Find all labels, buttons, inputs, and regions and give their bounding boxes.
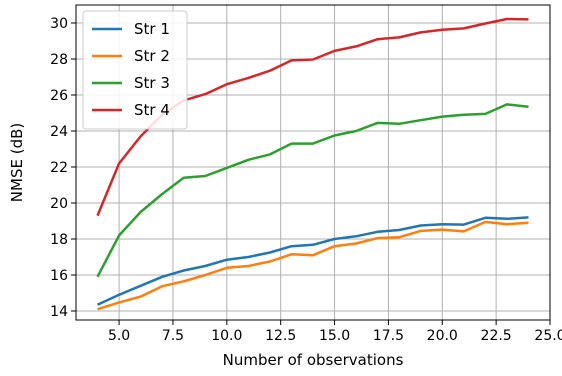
series-line-str-3 <box>96 103 529 278</box>
y-tick-label: 30 <box>50 16 68 32</box>
x-tick-label: 25.0 <box>534 328 562 344</box>
axis-ticks: 5.0 7.5 10.0 12.5 15.0 17.5 20.0 22.5 25.0 14 16 18… <box>50 16 562 344</box>
legend: Str 1 Str 2 Str 3 Str 4 <box>82 10 188 130</box>
legend-label-str-2: Str 2 <box>134 47 170 65</box>
x-tick-label: 20.0 <box>427 328 458 344</box>
y-tick-label: 18 <box>50 232 68 248</box>
plot-frame <box>75 4 551 321</box>
legend-label-str-1: Str 1 <box>134 20 170 38</box>
x-axis-label: Number of observations <box>223 351 404 369</box>
x-tick-label: 15.0 <box>319 328 350 344</box>
x-tick-label: 10.0 <box>211 328 242 344</box>
legend-box <box>82 10 188 130</box>
y-tick-label: 20 <box>50 196 68 212</box>
legend-label-str-4: Str 4 <box>134 101 170 119</box>
y-tick-label: 26 <box>50 88 68 104</box>
x-tick-label: 12.5 <box>265 328 296 344</box>
x-tick-label: 7.5 <box>162 328 184 344</box>
legend-label-str-3: Str 3 <box>134 74 170 92</box>
y-tick-label: 22 <box>50 160 68 176</box>
y-tick-label: 14 <box>50 304 68 320</box>
y-tick-label: 28 <box>50 52 68 68</box>
x-tick-label: 22.5 <box>481 328 512 344</box>
series-line-str-2 <box>97 220 529 311</box>
y-tick-label: 24 <box>50 124 68 140</box>
x-tick-label: 5.0 <box>108 328 130 344</box>
y-axis-label: NMSE (dB) <box>8 123 26 202</box>
y-tick-label: 16 <box>50 268 68 284</box>
x-tick-label: 17.5 <box>373 328 404 344</box>
series-line-str-1 <box>96 216 529 306</box>
